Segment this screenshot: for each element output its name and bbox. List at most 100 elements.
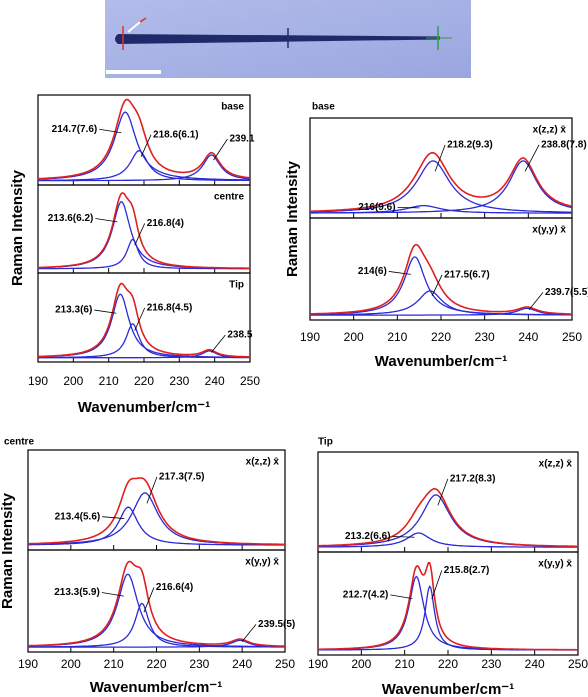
fit-sum: [318, 562, 578, 651]
fit-component: [310, 290, 572, 316]
annotation-arrow: [134, 307, 146, 331]
annotation-arrow: [390, 594, 413, 599]
peak-label: 218.2(9.3): [447, 139, 493, 150]
panel-label: x(y,y) x̄: [532, 225, 566, 236]
annotation-arrow: [437, 478, 449, 506]
peak-label: 213.3(5.9): [54, 587, 100, 598]
fit-sum: [38, 282, 250, 358]
peak-label: 214.7(7.6): [52, 124, 98, 135]
peak-label: 217.2(8.3): [450, 473, 496, 484]
peak-label: 238.8(7.8): [541, 139, 587, 150]
annotation-arrow: [101, 592, 124, 597]
annotation-arrow: [146, 476, 158, 504]
fit-component: [38, 350, 250, 359]
fit-component: [38, 201, 250, 269]
x-tick-label: 250: [562, 330, 582, 344]
x-tick-label: 250: [568, 657, 588, 671]
x-axis-label: Wavenumber/cm⁻¹: [90, 679, 222, 696]
peak-label: 239.1: [229, 134, 254, 145]
panel-frame: [37, 272, 251, 363]
peak-label: 215.8(2.7): [444, 565, 490, 576]
x-tick-label: 190: [300, 330, 320, 344]
x-tick-label: 240: [205, 374, 225, 388]
fit-sum: [310, 243, 572, 315]
group-title: base: [312, 102, 335, 113]
x-tick-label: 200: [351, 657, 371, 671]
x-tick-label: 200: [344, 330, 364, 344]
panel-label: centre: [214, 192, 244, 203]
fit-component: [38, 238, 250, 270]
x-axis-label: Wavenumber/cm⁻¹: [382, 681, 514, 697]
annotation-arrow: [102, 516, 125, 519]
x-tick-label: 250: [240, 374, 260, 388]
fit-sum: [38, 98, 250, 180]
y-axis-label: Raman Intensity: [284, 160, 301, 277]
fit-component: [38, 150, 250, 182]
peak-label: 213.6(6.2): [48, 213, 94, 224]
x-tick-label: 220: [134, 374, 154, 388]
group-title: centre: [4, 437, 34, 448]
fit-sum: [310, 151, 572, 213]
x-tick-label: 220: [146, 657, 166, 671]
annotation-arrow: [434, 144, 446, 172]
peak-label: 218.6(6.1): [153, 129, 199, 140]
peak-label: 213.3(6): [55, 305, 92, 316]
x-tick-label: 230: [481, 657, 501, 671]
peak-label: 213.4(5.6): [55, 511, 101, 522]
annotation-arrow: [431, 570, 443, 600]
x-tick-label: 230: [475, 330, 495, 344]
x-tick-label: 240: [232, 657, 252, 671]
annotation-arrow: [140, 134, 152, 157]
panel-frame: [37, 94, 251, 186]
panel-label: x(z,z) x̄: [539, 459, 573, 470]
annotation-arrow: [524, 144, 540, 172]
fit-component: [38, 293, 250, 358]
x-axis-label: Wavenumber/cm⁻¹: [375, 353, 507, 370]
peak-label: 214(6): [358, 266, 387, 277]
x-tick-label: 240: [525, 657, 545, 671]
fit-component: [310, 256, 572, 316]
x-tick-label: 220: [438, 657, 458, 671]
x-tick-label: 210: [99, 374, 119, 388]
x-tick-label: 250: [275, 657, 295, 671]
annotation-arrow: [213, 138, 228, 161]
x-tick-label: 220: [431, 330, 451, 344]
y-axis-label: Raman Intensity: [0, 492, 16, 609]
peak-label: 212.7(4.2): [343, 590, 389, 601]
fit-component: [38, 111, 250, 181]
annotation-arrow: [99, 128, 122, 134]
annotation-arrow: [528, 292, 544, 310]
annotation-arrow: [241, 624, 257, 642]
fit-sum: [318, 488, 578, 548]
fit-component: [38, 154, 250, 182]
x-tick-label: 200: [61, 657, 81, 671]
annotation-arrow: [143, 587, 155, 613]
x-tick-label: 210: [104, 657, 124, 671]
panel-label: x(z,z) x̄: [246, 457, 280, 468]
peak-label: 216(9.6): [358, 202, 395, 213]
fit-component: [318, 532, 578, 548]
fit-component: [310, 307, 572, 316]
peak-label: 217.5(6.7): [444, 269, 490, 280]
x-axis-label: Wavenumber/cm⁻¹: [78, 399, 210, 416]
annotation-arrow: [392, 536, 415, 538]
peak-label: 216.6(4): [156, 582, 193, 593]
peak-label: 217.3(7.5): [159, 471, 205, 482]
annotation-arrow: [211, 334, 226, 353]
fit-sum: [38, 192, 250, 269]
fit-component: [28, 506, 285, 546]
x-tick-label: 230: [189, 657, 209, 671]
peak-label: 216.8(4.5): [147, 302, 193, 313]
annotation-arrow: [94, 309, 117, 314]
peak-label: 239.5(5): [258, 619, 295, 630]
fit-sum: [28, 477, 285, 546]
x-tick-label: 230: [169, 374, 189, 388]
panel-label: x(y,y) x̄: [538, 559, 572, 570]
x-tick-label: 240: [518, 330, 538, 344]
fit-component: [28, 639, 285, 648]
panel-label: base: [221, 102, 244, 113]
fit-component: [310, 160, 572, 213]
x-tick-label: 190: [308, 657, 328, 671]
annotation-arrow: [95, 218, 118, 223]
